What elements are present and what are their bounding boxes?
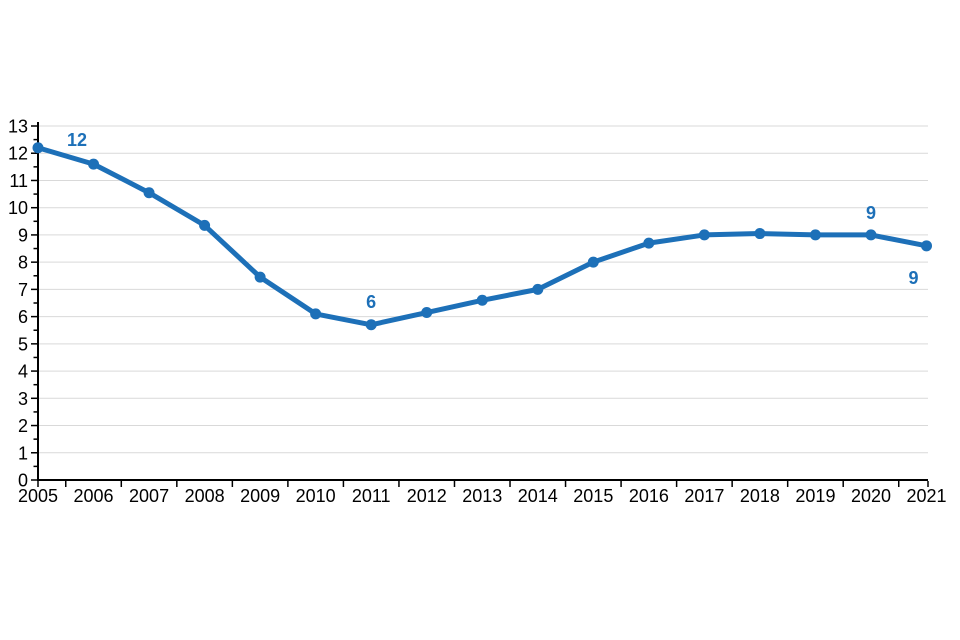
x-axis-tick-label: 2005: [18, 486, 58, 506]
data-point-label: 12: [67, 130, 87, 150]
data-point-marker: [88, 158, 100, 170]
x-axis-tick-label: 2009: [240, 486, 280, 506]
x-axis-tick-label: 2006: [74, 486, 114, 506]
data-point-marker: [921, 240, 932, 252]
data-point-label: 6: [366, 292, 376, 312]
y-axis-tick-label: 7: [18, 280, 28, 300]
data-point-marker: [643, 237, 655, 249]
data-point-marker: [754, 228, 766, 240]
x-axis-tick-label: 2018: [740, 486, 780, 506]
y-axis-tick-label: 8: [18, 253, 28, 273]
data-point-marker: [421, 307, 433, 319]
y-axis-tick-label: 5: [18, 334, 28, 354]
data-point-marker: [254, 271, 266, 283]
data-point-marker: [587, 256, 599, 268]
data-point-marker: [865, 229, 877, 241]
data-point-label: 9: [866, 203, 876, 223]
data-point-marker: [476, 294, 488, 306]
y-axis-tick-label: 4: [18, 362, 28, 382]
y-axis-tick-label: 3: [18, 389, 28, 409]
data-point-marker: [809, 229, 821, 241]
y-axis-tick-label: 11: [9, 171, 28, 191]
data-point-marker: [199, 219, 211, 231]
data-point-marker: [532, 283, 544, 295]
x-axis-tick-label: 2015: [573, 486, 613, 506]
data-point-marker: [310, 308, 322, 320]
y-axis-tick-label: 10: [8, 198, 28, 218]
x-axis-tick-label: 2014: [518, 486, 558, 506]
x-axis-tick-label: 2020: [851, 486, 891, 506]
y-axis-tick-label: 0: [18, 471, 28, 491]
data-point-marker: [143, 187, 155, 199]
x-axis-tick-label: 2016: [629, 486, 669, 506]
x-axis-tick-label: 2008: [185, 486, 225, 506]
x-axis-tick-label: 2011: [352, 486, 391, 506]
x-axis-tick-label: 2013: [462, 486, 502, 506]
x-axis-tick-label: 2017: [684, 486, 724, 506]
y-axis-tick-label: 13: [8, 117, 28, 137]
data-point-marker: [698, 229, 710, 241]
x-axis-tick-label: 2007: [129, 486, 169, 506]
y-axis-tick-label: 6: [18, 307, 28, 327]
x-axis-tick-label: 2012: [407, 486, 447, 506]
y-axis-tick-label: 1: [18, 443, 28, 463]
y-axis-tick-label: 9: [18, 225, 28, 245]
data-point-label: 9: [908, 268, 918, 288]
y-axis-tick-label: 2: [18, 416, 28, 436]
x-axis-tick-label: 2010: [296, 486, 336, 506]
data-point-marker: [32, 142, 44, 154]
data-point-marker: [365, 319, 377, 331]
x-axis-tick-label: 2021: [906, 486, 946, 506]
y-axis-tick-label: 12: [8, 144, 28, 164]
x-axis-tick-label: 2019: [795, 486, 835, 506]
